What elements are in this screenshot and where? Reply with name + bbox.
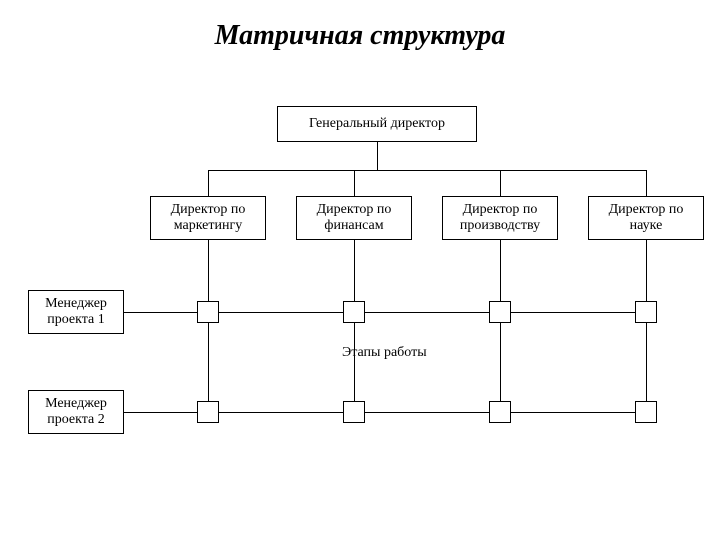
node-production-label: Директор по производству (447, 202, 553, 234)
node-ceo: Генеральный директор (277, 106, 477, 142)
connector-vline (354, 240, 355, 423)
connector-vline (500, 170, 501, 196)
connector-vline (208, 240, 209, 423)
matrix-cell (635, 401, 657, 423)
matrix-cell (489, 301, 511, 323)
node-production: Директор по производству (442, 196, 558, 240)
matrix-cell (197, 401, 219, 423)
node-marketing-label: Директор по маркетингу (155, 202, 261, 234)
matrix-cell (343, 401, 365, 423)
connector-hline (208, 170, 646, 171)
node-pm2-label: Менеджер проекта 2 (33, 396, 119, 428)
matrix-cell (635, 301, 657, 323)
node-ceo-label: Генеральный директор (309, 116, 445, 132)
node-pm1-label: Менеджер проекта 1 (33, 296, 119, 328)
node-marketing: Директор по маркетингу (150, 196, 266, 240)
matrix-cell (489, 401, 511, 423)
node-pm1: Менеджер проекта 1 (28, 290, 124, 334)
diagram-stage: Матричная структура Генеральный директор… (0, 0, 720, 540)
node-finance: Директор по финансам (296, 196, 412, 240)
matrix-cell (343, 301, 365, 323)
connector-vline (354, 170, 355, 196)
node-pm2: Менеджер проекта 2 (28, 390, 124, 434)
node-science: Директор по науке (588, 196, 704, 240)
connector-vline (646, 170, 647, 196)
node-finance-label: Директор по финансам (301, 202, 407, 234)
connector-vline (208, 170, 209, 196)
connector-vline (646, 240, 647, 423)
connector-vline (377, 142, 378, 170)
stage-label: Этапы работы (342, 345, 427, 361)
matrix-cell (197, 301, 219, 323)
connector-vline (500, 240, 501, 423)
diagram-title: Матричная структура (0, 20, 720, 52)
node-science-label: Директор по науке (593, 202, 699, 234)
